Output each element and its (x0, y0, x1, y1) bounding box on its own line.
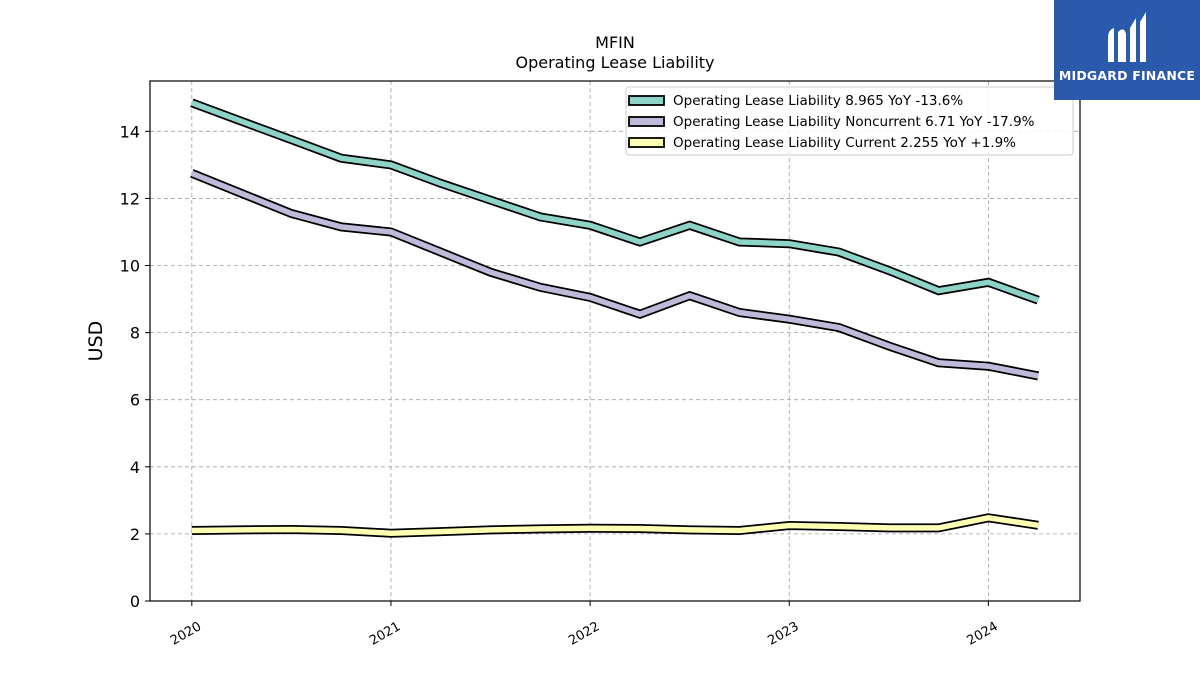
legend-box (625, 86, 1074, 156)
legend-entry-label: Operating Lease Liability Noncurrent 6.7… (673, 114, 1035, 130)
y-tick-label: 14 (120, 122, 140, 141)
company-logo: MIDGARD FINANCE (1054, 0, 1200, 100)
legend-entry-label: Operating Lease Liability 8.965 YoY -13.… (673, 93, 963, 109)
legend-swatch (628, 137, 665, 148)
y-axis: 0 2 4 6 8 10 12 14 (120, 122, 150, 611)
logo-mark-icon (1108, 12, 1146, 62)
y-axis-label: USD (85, 321, 107, 362)
y-tick-label: 12 (120, 189, 140, 208)
logo-text: MIDGARD FINANCE (1058, 68, 1196, 83)
series-line (191, 515, 1039, 536)
y-tick-label: 8 (130, 324, 140, 343)
x-tick-label: 2020 (168, 619, 204, 649)
grid (150, 81, 1080, 602)
x-tick-label: 2022 (566, 619, 602, 649)
legend-swatch (628, 95, 665, 106)
legend-swatch (628, 116, 665, 127)
x-tick-label: 2021 (367, 619, 403, 649)
y-tick-label: 0 (130, 592, 140, 611)
x-tick-label: 2023 (765, 619, 801, 649)
series-group (190, 98, 1040, 538)
y-tick-label: 4 (130, 458, 140, 477)
x-axis: 2020 2021 2022 2023 2024 (168, 601, 1001, 649)
legend: Operating Lease Liability 8.965 YoY -13.… (625, 86, 1074, 156)
x-tick-label: 2024 (965, 619, 1001, 649)
series-line (190, 170, 1039, 379)
legend-entry-label: Operating Lease Liability Current 2.255 … (673, 135, 1016, 151)
y-tick-label: 2 (130, 525, 140, 544)
y-tick-label: 10 (120, 257, 140, 276)
y-tick-label: 6 (130, 391, 140, 410)
chart-subtitle: Operating Lease Liability (515, 53, 714, 72)
series-line (190, 100, 1040, 303)
chart-title: MFIN (595, 33, 635, 52)
series-outline (190, 169, 1040, 381)
plot-area-frame (149, 80, 1081, 602)
